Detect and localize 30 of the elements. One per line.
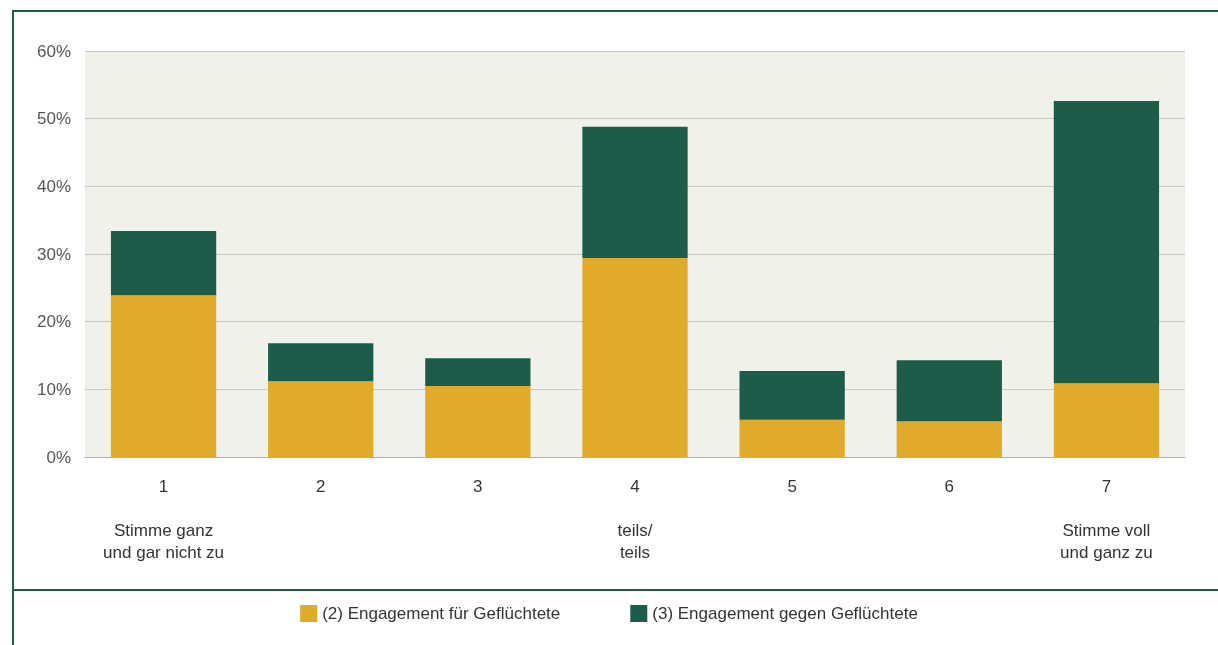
bar: [425, 358, 531, 386]
x-tick-label: 5: [787, 476, 797, 496]
bar: [582, 126, 688, 259]
x-tick-label: 2: [315, 476, 326, 496]
bar: [268, 343, 374, 382]
x-tick-label: 6: [944, 476, 955, 496]
bar: [739, 419, 845, 457]
bar: [582, 258, 688, 457]
category-label: 1 Stimme ganz und gar nicht zu: [103, 476, 225, 562]
y-tick-label: 40%: [36, 176, 71, 196]
bar: [268, 381, 374, 457]
bar: [1053, 383, 1160, 457]
bar: [110, 230, 217, 296]
y-tick-label: 20%: [36, 312, 71, 332]
bar: [425, 385, 531, 457]
legend-label: (2) Engagement für Geflüchtete: [322, 604, 561, 623]
bar: [1053, 101, 1160, 384]
y-tick-label: 10%: [36, 379, 71, 399]
y-tick-label: 60%: [36, 41, 71, 61]
category-label: 7 Stimme voll und ganz zu: [1060, 476, 1153, 562]
y-tick-label: 30%: [36, 244, 71, 264]
bar: [896, 360, 1002, 422]
x-tick-label: 3: [473, 476, 483, 496]
y-tick-label: 50%: [36, 109, 71, 129]
bar: [896, 421, 1002, 457]
category-label: 4 teils/ teils: [617, 476, 653, 562]
legend-label: (3) Engagement gegen Geflüchtete: [652, 604, 918, 623]
bar: [739, 371, 845, 420]
bar: [110, 295, 217, 457]
y-tick-label: 0%: [46, 447, 71, 467]
